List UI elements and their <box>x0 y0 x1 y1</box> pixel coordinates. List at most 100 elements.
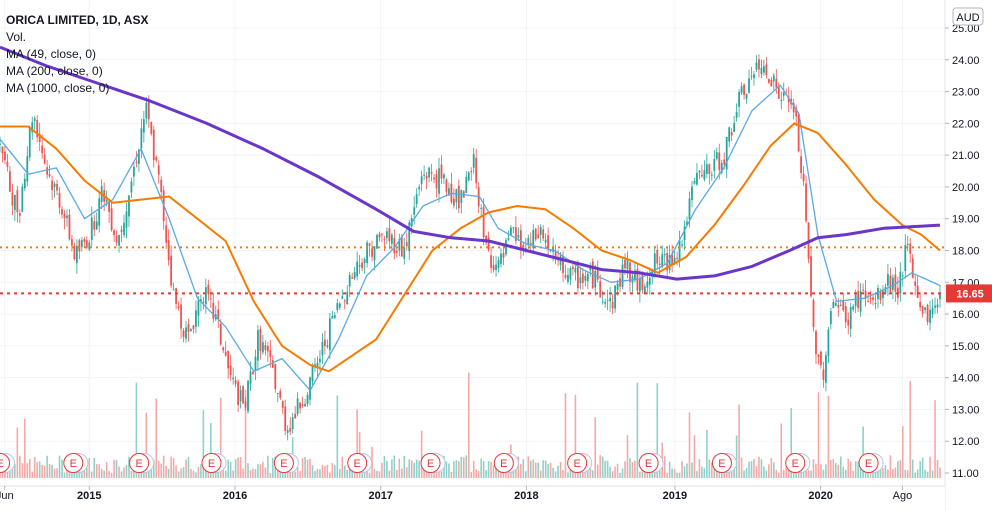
candle-body <box>502 253 505 258</box>
volume-bar <box>262 461 264 478</box>
earnings-marker[interactable]: E <box>711 453 737 473</box>
legend-volume[interactable]: Vol. <box>6 30 27 44</box>
volume-bar <box>559 461 562 478</box>
volume-bar <box>835 463 837 478</box>
candle-body <box>247 380 249 412</box>
volume-bar <box>165 465 167 478</box>
price-tick-label: 12.00 <box>952 436 980 448</box>
legend-ma49[interactable]: MA (49, close, 0) <box>6 47 97 61</box>
volume-bar <box>398 458 401 478</box>
candle-body <box>296 398 299 414</box>
currency-badge[interactable]: AUD <box>952 7 984 26</box>
volume-bar <box>130 470 133 478</box>
candle-body <box>190 329 192 331</box>
candle-body <box>869 297 872 299</box>
candle-body <box>634 270 636 281</box>
candle-body <box>820 351 822 366</box>
price-tick-label: 21.00 <box>952 150 980 162</box>
earnings-marker[interactable]: E <box>858 453 884 473</box>
volume-bar <box>673 469 676 478</box>
candle-body <box>336 303 339 311</box>
earnings-marker[interactable]: E <box>347 453 373 473</box>
candle-body <box>108 200 111 212</box>
earnings-marker[interactable]: E <box>420 453 446 473</box>
candle-body <box>309 377 311 400</box>
candle-body <box>0 143 1 145</box>
candle-body <box>120 229 123 232</box>
time-axis[interactable]: Jun 2015 2016 2017 2018 2019 2020 Ago <box>0 485 945 511</box>
earnings-marker[interactable]: E <box>273 453 299 473</box>
volume-bar <box>539 470 542 478</box>
volume-bar <box>832 459 835 478</box>
volume-bar <box>341 456 344 478</box>
volume-bar <box>844 469 847 478</box>
candle-body <box>901 275 904 277</box>
legend-ma1000[interactable]: MA (1000, close, 0) <box>6 81 110 95</box>
volume-bar <box>621 468 624 478</box>
candle-body <box>554 250 557 257</box>
candle-body <box>445 179 448 192</box>
earnings-marker[interactable]: E <box>129 453 155 473</box>
candle-body <box>777 85 780 99</box>
candle-body <box>157 165 160 175</box>
volume-bar <box>428 470 430 478</box>
volume-bar <box>822 469 825 478</box>
earnings-marker[interactable]: E <box>63 453 89 473</box>
volume-bar <box>894 467 897 478</box>
candle-body <box>125 211 128 228</box>
volume-bar <box>549 462 552 478</box>
volume-bar <box>901 426 904 478</box>
candle-body <box>262 342 264 353</box>
candle-body <box>135 161 138 164</box>
earnings-marker[interactable]: E <box>493 453 519 473</box>
candle-body <box>36 120 39 138</box>
candle-body <box>926 304 929 323</box>
candle-body <box>832 301 835 308</box>
symbol-title[interactable]: ORICA LIMITED, 1D, ASX <box>6 13 149 27</box>
candle-body <box>673 258 676 265</box>
earnings-marker[interactable]: E <box>0 453 15 473</box>
volume-bar <box>6 467 9 478</box>
candle-body <box>723 159 726 165</box>
candle-body <box>837 304 840 308</box>
candle-body <box>187 324 190 332</box>
legend-ma200[interactable]: MA (200, close, 0) <box>6 64 103 78</box>
volume-bar <box>324 465 326 478</box>
candle-body <box>872 297 874 300</box>
last-price-tag[interactable]: 16.65 <box>946 284 992 303</box>
candle-body <box>167 240 170 261</box>
candle-body <box>594 271 597 288</box>
volume-bar <box>396 469 398 478</box>
earnings-marker-label: E <box>573 458 580 470</box>
candle-body <box>916 285 919 298</box>
candle-body <box>430 172 433 174</box>
candle-body <box>934 305 936 308</box>
earnings-marker-circle <box>273 453 294 473</box>
candle-body <box>105 199 108 202</box>
volume-bar <box>254 469 257 478</box>
candle-body <box>641 274 644 291</box>
earnings-marker[interactable]: E <box>785 453 811 473</box>
candle-body <box>343 300 346 302</box>
price-axis[interactable]: 11.0012.0013.0014.0015.0016.0017.0018.00… <box>944 0 992 511</box>
volume-bar <box>862 426 864 478</box>
volume-bar <box>591 470 594 478</box>
volume-bar <box>162 455 165 478</box>
candle-body <box>738 91 741 107</box>
volume-bar <box>522 459 525 478</box>
volume-bar <box>557 465 559 478</box>
candle-body <box>810 256 812 297</box>
candle-body <box>599 281 602 298</box>
candle-body <box>805 183 807 221</box>
earnings-marker[interactable]: E <box>567 453 593 473</box>
earnings-marker[interactable]: E <box>638 453 664 473</box>
volume-bar <box>936 459 939 478</box>
volume-bar <box>286 470 289 478</box>
earnings-marker[interactable]: E <box>201 453 227 473</box>
candle-body <box>847 319 850 326</box>
candle-body <box>510 227 512 236</box>
candle-body <box>155 157 158 161</box>
candle-body <box>604 301 607 304</box>
volume-bar <box>433 471 435 478</box>
